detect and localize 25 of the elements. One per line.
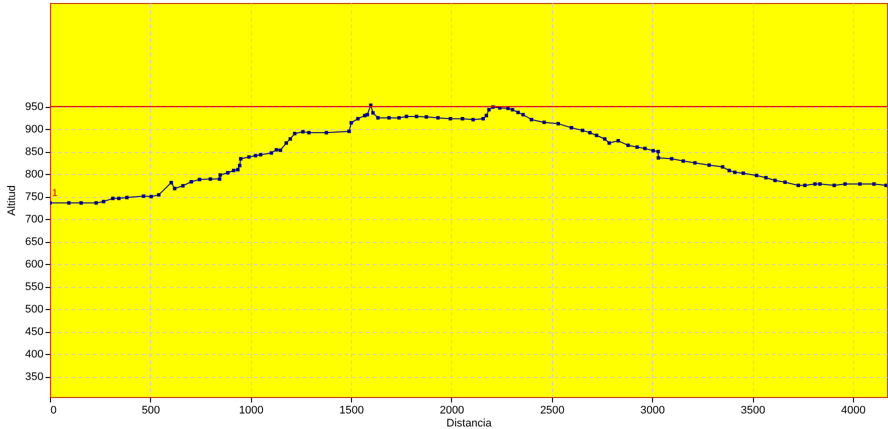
y-tick-label: 950	[25, 101, 44, 114]
x-axis-title: Distancia	[446, 418, 492, 429]
x-tick-label: 2000	[440, 404, 464, 416]
x-tick-label: 3500	[740, 404, 766, 416]
annotation: 1	[52, 188, 58, 199]
x-tick-label: 500	[142, 404, 160, 416]
y-tick-label: 750	[25, 191, 44, 204]
x-tick-label: 1500	[339, 404, 364, 416]
y-tick-label: 450	[25, 326, 44, 338]
y-tick-label: 850	[25, 146, 44, 158]
y-tick-label: 350	[25, 371, 44, 384]
y-tick-label: 600	[25, 258, 44, 271]
x-tick-label: 4000	[841, 404, 866, 416]
y-tick-label: 550	[25, 281, 44, 294]
y-tick-label: 400	[25, 348, 44, 361]
x-tick-label: 0	[50, 404, 57, 416]
y-tick-label: 800	[25, 168, 44, 181]
y-tick-label: 700	[25, 214, 44, 226]
x-tick-label: 1000	[238, 404, 264, 416]
y-tick-label: 500	[25, 304, 44, 316]
x-tick-label: 3000	[640, 404, 665, 416]
y-tick-label: 650	[25, 236, 44, 248]
x-tick-label: 2500	[540, 404, 565, 416]
y-axis-title: Altitud	[6, 185, 18, 216]
y-tick-label: 900	[25, 124, 44, 136]
